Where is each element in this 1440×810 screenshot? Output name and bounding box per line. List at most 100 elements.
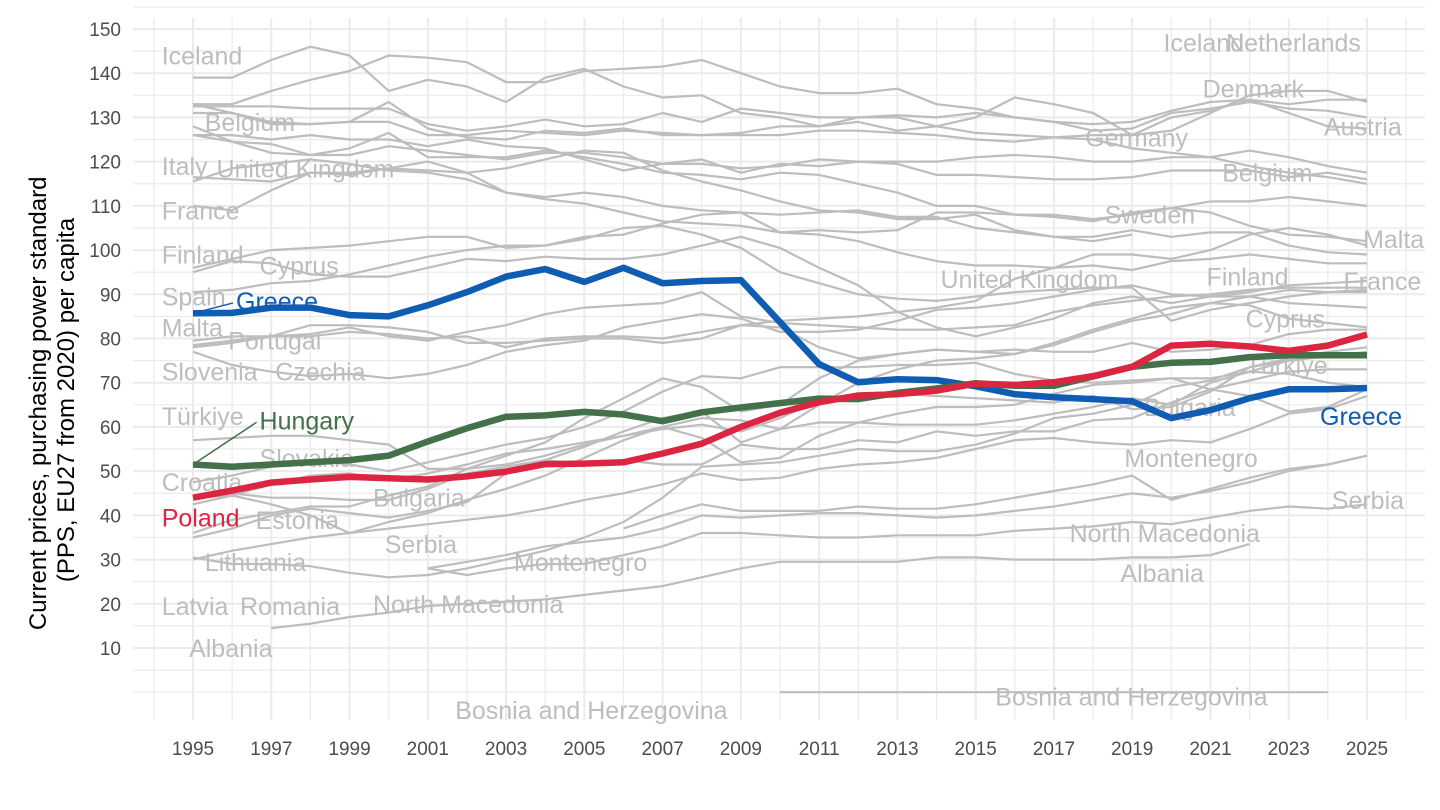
series-label-albania: Albania [1120, 560, 1203, 588]
series-line-iceland [193, 45, 1368, 137]
series-label-france: France [1344, 268, 1422, 296]
series-label-bosnia-and-herzegovina: Bosnia and Herzegovina [455, 697, 727, 725]
y-tick-label: 50 [100, 462, 121, 483]
y-tick-label: 70 [100, 374, 121, 395]
x-tick-label: 2017 [1033, 739, 1075, 760]
series-line-north-macedonia [427, 503, 1368, 577]
series-label-malta: Malta [1363, 226, 1424, 254]
y-tick-label: 100 [89, 241, 121, 262]
series-line-belgium [193, 134, 1368, 181]
series-label-bosnia-and-herzegovina: Bosnia and Herzegovina [995, 684, 1267, 712]
y-tick-label: 120 [89, 153, 121, 174]
series-line-luxembourg-like [193, 54, 1367, 126]
x-tick-label: 1999 [328, 739, 370, 760]
series-label-albania: Albania [189, 635, 272, 663]
highlight-series [192, 264, 1368, 501]
y-axis-title-line1: Current prices, purchasing power standar… [25, 177, 52, 631]
series-label-france: France [162, 197, 240, 225]
series-label-denmark: Denmark [1203, 76, 1305, 104]
highlight-line-poland [192, 331, 1368, 501]
series-line-denmark [193, 98, 1368, 141]
series-label-lithuania: Lithuania [205, 549, 307, 577]
highlight-label-hungary: Hungary [260, 407, 355, 435]
series-line-lithuania [192, 295, 1368, 539]
series-line-t-rkiye [192, 355, 1367, 470]
y-tick-label: 110 [91, 197, 121, 218]
series-label-czechia: Czechia [275, 359, 365, 387]
series-line-portugal [192, 324, 1367, 360]
x-tick-label: 2013 [876, 739, 918, 760]
series-label-cyprus: Cyprus [1246, 306, 1325, 334]
series-line-spain [192, 224, 1368, 322]
series-label-north-macedonia: North Macedonia [1070, 520, 1260, 548]
series-label-sweden: Sweden [1105, 202, 1195, 230]
series-label-finland: Finland [162, 241, 244, 269]
x-tick-label: 2025 [1346, 739, 1388, 760]
highlight-label-greece: Greece [236, 288, 318, 316]
x-tick-label: 2011 [799, 739, 840, 760]
x-tick-label: 2003 [485, 739, 527, 760]
x-axis-ticks: 1995 1997 1999 2001 2003 2005 2007 2009 2011 2013… [172, 739, 1388, 760]
series-line-bulgaria [192, 394, 1368, 535]
series-line-finland [192, 207, 1368, 269]
y-axis-ticks: 10 20 30 40 50 60 70 80 90 100 110 120 130 140 150 [89, 20, 121, 660]
x-tick-label: 2009 [720, 739, 762, 760]
series-line-germany [192, 134, 1368, 185]
series-line-romania [192, 346, 1368, 579]
series-label-netherlands: Netherlands [1226, 29, 1361, 57]
series-label-latvia: Latvia [162, 593, 229, 621]
greece-leader-line [192, 302, 234, 315]
series-label-slovenia: Slovenia [162, 359, 258, 387]
y-axis-title: Current prices, purchasing power standar… [25, 170, 80, 630]
series-label-serbia: Serbia [1332, 487, 1404, 515]
series-label-estonia: Estonia [256, 507, 339, 535]
series-line-austria [192, 103, 1368, 174]
y-tick-label: 20 [100, 595, 121, 616]
series-label-serbia: Serbia [385, 531, 457, 559]
highlight-label-greece: Greece [1320, 403, 1402, 431]
y-tick-label: 80 [100, 330, 121, 351]
highlight-line-greece [192, 264, 1368, 422]
series-label-portugal: Portugal [228, 328, 321, 356]
highlight-labels: Greece Hungary Poland Greece [162, 288, 1402, 533]
y-tick-label: 40 [100, 506, 121, 527]
series-line-cyprus [192, 235, 1368, 338]
series-label-north-macedonia: North Macedonia [373, 591, 563, 619]
hungary-leader-line [192, 421, 257, 466]
x-tick-label: 2023 [1268, 739, 1310, 760]
series-label-united-kingdom: United Kingdom [940, 266, 1118, 294]
series-line-albania [271, 543, 1250, 630]
y-tick-label: 60 [100, 418, 121, 439]
series-label-cyprus: Cyprus [260, 253, 339, 281]
series-label-t-rkiye: Türkiye [162, 403, 244, 431]
background-labels: Iceland Belgium Italy United Kingdom France F… [162, 29, 1425, 725]
series-label-iceland: Iceland [1164, 29, 1245, 57]
x-tick-label: 1995 [172, 739, 214, 760]
series-label-italy: Italy [162, 153, 208, 181]
series-label-montenegro: Montenegro [514, 549, 647, 577]
series-label-belgium: Belgium [1222, 160, 1312, 188]
x-tick-label: 2015 [955, 739, 997, 760]
series-label-iceland: Iceland [162, 43, 243, 71]
x-tick-label: 2001 [407, 739, 449, 760]
series-line-netherlands [193, 100, 1368, 132]
series-line-latvia [192, 370, 1368, 561]
series-label-malta: Malta [162, 314, 223, 342]
y-tick-label: 10 [100, 639, 121, 660]
series-line-czechia [192, 284, 1367, 380]
series-label-finland: Finland [1207, 264, 1289, 292]
highlight-label-poland: Poland [162, 505, 240, 533]
series-label-austria: Austria [1324, 113, 1402, 141]
y-tick-label: 150 [89, 20, 121, 41]
x-tick-label: 2021 [1189, 739, 1231, 760]
highlight-line-hungary [192, 352, 1367, 470]
x-tick-label: 2019 [1111, 739, 1153, 760]
x-tick-label: 2007 [641, 739, 683, 760]
series-line-united-kingdom [192, 149, 1133, 243]
series-label-bulgaria: Bulgaria [373, 485, 465, 513]
series-label-romania: Romania [240, 593, 340, 621]
y-tick-label: 140 [89, 64, 121, 85]
series-line-montenegro [623, 454, 1368, 530]
series-label-united-kingdom: United Kingdom [216, 155, 394, 183]
